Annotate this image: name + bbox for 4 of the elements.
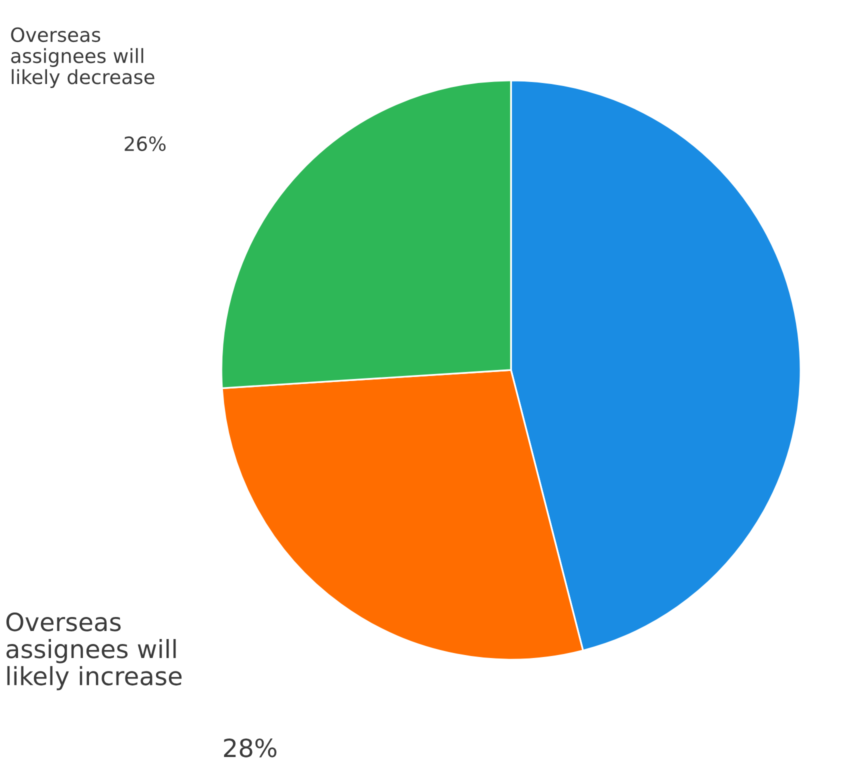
slice-label: Overseas assignees will likely increase: [6, 612, 182, 690]
slice-label: Overseas assignees will likely decrease: [11, 27, 154, 88]
data-label: 26%: [124, 136, 166, 152]
data-label: 28%: [224, 738, 276, 758]
